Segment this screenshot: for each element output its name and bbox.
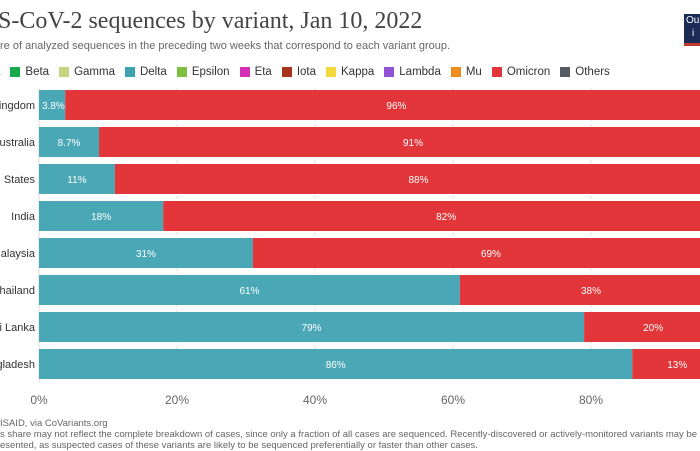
data-label: 20% [643,323,663,334]
bar-omicron [632,349,700,379]
x-tick-label: 80% [579,393,603,407]
row-label: hailand [0,285,35,297]
row-label: gladesh [0,359,35,371]
data-label: 31% [136,249,156,260]
row-label: Malaysia [0,248,36,260]
data-label: 86% [326,360,346,371]
data-label: 82% [436,212,456,223]
data-label: 18% [91,212,111,223]
x-tick-label: 60% [441,393,465,407]
row-label: ingdom [0,100,35,112]
data-label: 38% [581,286,601,297]
bar-omicron [65,90,700,120]
data-label: 3.8% [42,101,65,112]
x-tick-label: 40% [303,393,327,407]
bar-omicron [253,238,700,268]
data-label: 79% [302,323,322,334]
row-label: ri Lanka [0,322,36,334]
data-label: 91% [403,138,423,149]
footnote: esented, as suspected cases of these var… [0,440,697,451]
bar-omicron [99,127,700,157]
data-label: 69% [481,249,501,260]
footer: ISAID, via CoVariants.org s share may no… [0,418,697,451]
data-label: 11% [67,175,86,186]
x-tick-label: 0% [30,393,48,407]
bar-omicron [163,201,700,231]
source-note: ISAID, via CoVariants.org [0,418,697,429]
data-label: 13% [667,360,687,371]
data-label: 88% [408,175,428,186]
footnote: s share may not reflect the complete bre… [0,429,697,440]
bar-omicron [115,164,700,194]
data-label: 96% [386,101,406,112]
bar-omicron [460,275,700,305]
row-label: d States [0,174,35,186]
x-tick-label: 20% [165,393,189,407]
data-label: 61% [239,286,259,297]
bar-omicron [584,312,700,342]
data-label: 8.7% [58,138,81,149]
row-label: India [11,211,36,223]
row-label: ustralia [0,137,36,149]
